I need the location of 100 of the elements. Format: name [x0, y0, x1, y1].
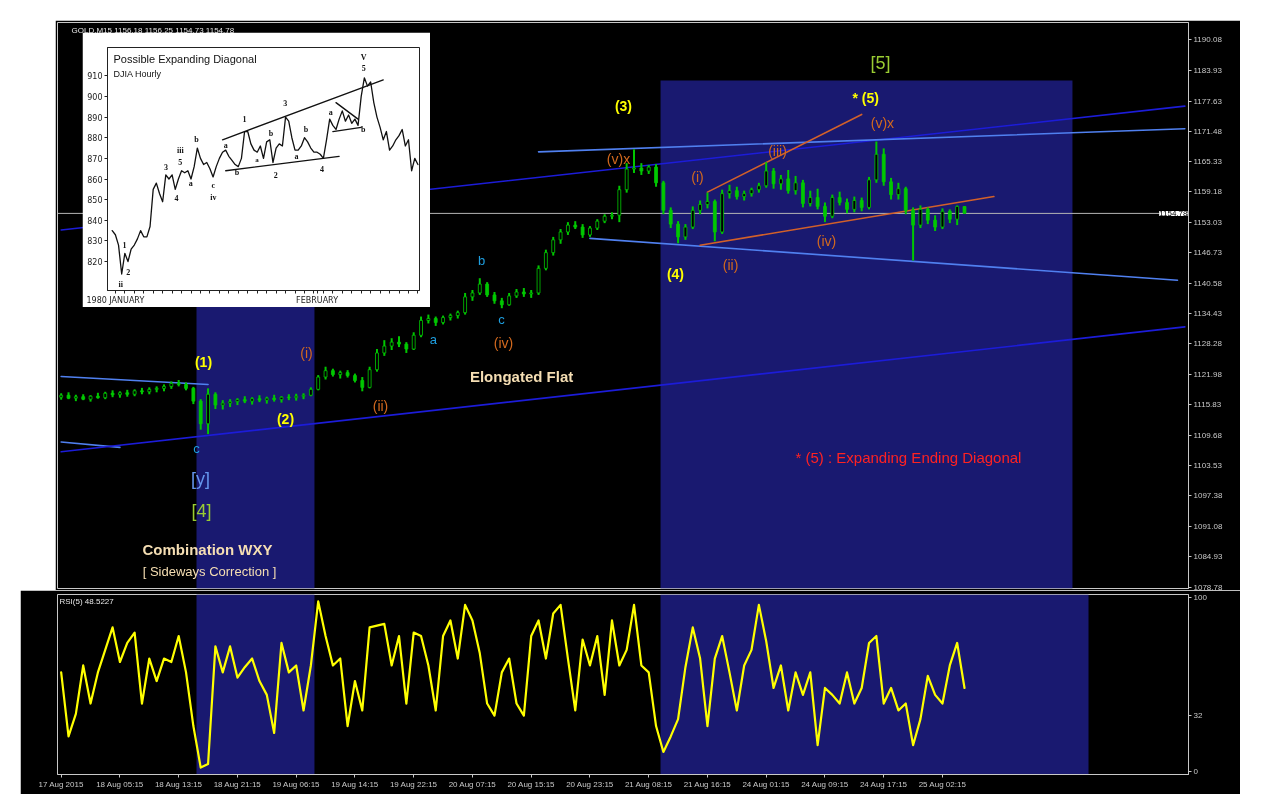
y-tick-label: 1159.18: [1193, 187, 1223, 197]
x-tick-label: 24 Aug 01:15: [742, 779, 791, 789]
annotation: Combination WXY: [142, 541, 273, 558]
annotation: 4: [320, 164, 325, 174]
annotation: a: [429, 332, 438, 348]
x-tick-label: FEBRUARY: [296, 295, 339, 305]
annotation: c: [193, 441, 201, 457]
y-tick-label: 1091.08: [1193, 522, 1223, 532]
y-tick-label: 1103.53: [1193, 460, 1223, 470]
y-tick-label: 100: [1193, 593, 1208, 603]
x-tick-label: 20 Aug 23:15: [566, 779, 614, 789]
annotation: (v)x: [606, 150, 631, 167]
x-tick-label: 18 Aug 05:15: [96, 779, 144, 789]
x-tick-label: 19 Aug 06:15: [272, 779, 321, 789]
annotation: b: [361, 124, 367, 134]
y-tick-label: 1128.28: [1193, 339, 1223, 349]
x-tick-label: 24 Aug 09:15: [801, 779, 849, 789]
annotation: iii: [176, 145, 185, 155]
annotation: (1): [194, 354, 213, 371]
x-tick-label: 20 Aug 07:15: [448, 779, 497, 789]
annotation: (4): [666, 265, 685, 282]
annotation: 1: [122, 241, 127, 251]
y-tick-label: 1146.73: [1193, 248, 1223, 258]
y-tick-label: 880: [87, 134, 103, 144]
annotation: 2: [273, 170, 278, 180]
y-tick-label: 910: [87, 72, 103, 82]
annotation: iv: [210, 193, 217, 203]
annotation: a: [328, 107, 333, 117]
annotation: c: [211, 180, 216, 190]
y-tick-label: 1153.03: [1193, 217, 1223, 227]
x-tick-label: 24 Aug 17:15: [859, 779, 908, 789]
annotation: 1: [242, 115, 247, 125]
annotation: (i): [691, 168, 704, 185]
annotation: * (5) : Expanding Ending Diagonal: [795, 449, 1022, 467]
y-tick-label: 830: [87, 237, 103, 247]
annotation: [5]: [870, 52, 891, 73]
annotation: 2: [126, 267, 131, 277]
annotation: (v)x: [870, 114, 895, 131]
y-tick-label: 1109.68: [1193, 430, 1223, 440]
annotation: * (5): [852, 90, 879, 107]
y-tick-label: 900: [87, 92, 103, 102]
annotation: 5: [361, 63, 366, 73]
y-tick-label: 1165.33: [1193, 157, 1223, 167]
ref-line-label: 1154.78: [1159, 208, 1189, 218]
chart-title: Possible Expanding Diagonal: [113, 52, 257, 65]
annotation: (i): [300, 345, 313, 362]
annotation: (3): [614, 98, 633, 115]
annotation: V: [360, 52, 367, 62]
x-tick-label: 21 Aug 16:15: [683, 779, 732, 789]
annotation: a: [188, 178, 193, 188]
annotation: 4: [174, 193, 179, 203]
x-tick-label: 18 Aug 13:15: [154, 779, 203, 789]
annotation: b: [194, 135, 200, 145]
y-tick-label: 32: [1193, 711, 1203, 721]
x-tick-label: 17 Aug 2015: [38, 779, 84, 789]
x-tick-label: 18 Aug 21:15: [213, 779, 262, 789]
y-tick-label: 0: [1193, 766, 1199, 776]
y-tick-label: 1078.78: [1193, 582, 1223, 592]
annotation: (iv): [816, 232, 837, 249]
annotation: a: [223, 141, 228, 151]
y-tick-label: 1134.43: [1193, 308, 1223, 318]
annotation: (iv): [493, 334, 514, 351]
annotation: 3: [283, 98, 288, 108]
y-tick-label: 1121.98: [1193, 370, 1223, 380]
x-tick-label: 25 Aug 02:15: [918, 779, 967, 789]
y-tick-label: 860: [87, 175, 103, 185]
annotation: b: [477, 253, 486, 268]
y-tick-label: 840: [87, 216, 103, 226]
y-tick-label: 870: [87, 154, 103, 164]
y-tick-label: 1084.93: [1193, 552, 1223, 562]
chart-title: RSI(5) 48.5227: [59, 596, 115, 606]
y-tick-label: 850: [87, 196, 103, 206]
y-tick-label: 1140.58: [1193, 278, 1223, 288]
y-tick-label: 890: [87, 113, 103, 123]
annotation: b: [268, 129, 274, 139]
annotation: (ii): [722, 257, 739, 274]
annotation: c: [498, 311, 506, 327]
y-tick-label: 1177.63: [1193, 96, 1223, 106]
text: DJIA Hourly: [113, 68, 162, 79]
y-tick-label: 820: [87, 258, 103, 268]
annotation: ii: [118, 279, 124, 289]
annotation: (2): [276, 411, 295, 428]
annotation: [ Sideways Correction ]: [142, 564, 277, 580]
x-tick-label: 19 Aug 14:15: [331, 779, 379, 789]
x-tick-label: 20 Aug 15:15: [507, 779, 556, 789]
y-tick-label: 1190.08: [1193, 35, 1223, 45]
annotation: (ii): [372, 398, 389, 415]
chart-title: GOLD,M15 1156.18 1156.25 1154.73 1154.78: [71, 25, 235, 35]
y-tick-label: 1171.48: [1193, 126, 1223, 136]
annotation: Elongated Flat: [469, 367, 574, 385]
y-tick-label: 1097.38: [1193, 491, 1223, 501]
annotation: b: [303, 124, 309, 134]
x-tick-label: 19 Aug 22:15: [389, 779, 438, 789]
x-tick-label: 21 Aug 08:15: [624, 779, 673, 789]
y-tick-label: 1183.93: [1193, 65, 1223, 75]
x-tick-label: 1980 JANUARY: [86, 295, 145, 305]
annotation: a: [294, 151, 299, 161]
annotation: 3: [164, 162, 169, 172]
y-tick-label: 1115.83: [1193, 400, 1222, 410]
annotation: 5: [178, 158, 183, 168]
